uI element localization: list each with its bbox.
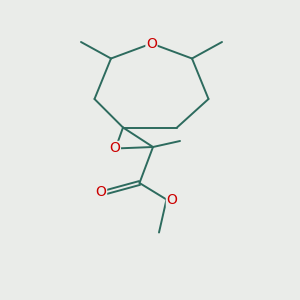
- Text: O: O: [167, 193, 177, 206]
- Text: O: O: [96, 185, 106, 199]
- Text: O: O: [146, 37, 157, 50]
- Text: O: O: [110, 142, 120, 155]
